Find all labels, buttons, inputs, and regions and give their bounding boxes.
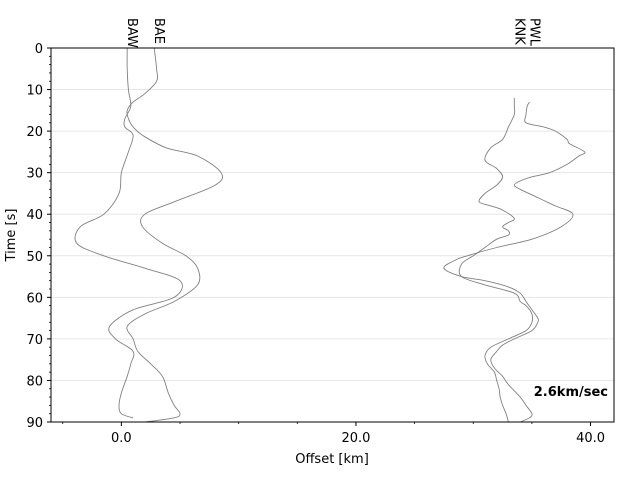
x-axis-label: Offset [km] [295,452,369,467]
y-axis-label: Time [s] [4,209,19,263]
y-tick-label: 10 [26,84,43,99]
trace-BAE [126,47,224,423]
y-tick-label: 90 [26,416,43,431]
y-tick-label: 40 [26,208,43,223]
y-tick-label: 20 [26,125,43,140]
station-label-KNK: KNK [511,18,526,45]
plot-frame [50,47,615,423]
station-label-BAW: BAW [124,18,139,48]
y-tick-label: 30 [26,167,43,182]
y-tick-label: 60 [26,291,43,306]
trace-PWL [443,101,586,423]
velocity-annotation: 2.6km/sec [534,385,608,400]
x-tick-label: 20.0 [341,431,370,446]
traces [74,47,586,423]
y-tick-label: 0 [35,42,43,57]
y-tick-label: 50 [26,250,43,265]
axes: 0 10 20 30 40 50 60 70 80 90 0.0 20.0 40.0 [26,42,605,446]
x-tick-label: 40.0 [576,431,605,446]
station-label-PWL: PWL [527,18,542,47]
y-tick-label: 70 [26,333,43,348]
trace-KNK [458,97,534,423]
y-tick-label: 80 [26,374,43,389]
x-tick-label: 0.0 [111,431,132,446]
gridlines [51,89,614,381]
trace-BAW [74,47,183,419]
station-label-BAE: BAE [151,18,166,44]
